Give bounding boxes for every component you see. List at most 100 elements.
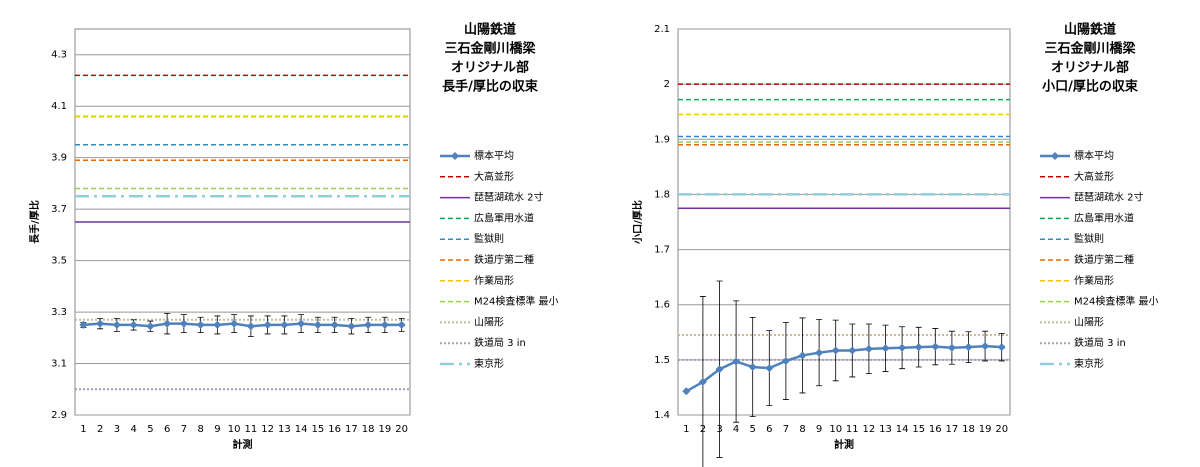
- point: [748, 363, 757, 372]
- legend-label: 監獄則: [1074, 232, 1104, 245]
- x-tick-label: 9: [816, 424, 822, 435]
- x-tick-label: 10: [228, 424, 241, 435]
- legend-label: 山陽形: [474, 316, 504, 328]
- point: [347, 322, 356, 331]
- x-tick-label: 8: [197, 424, 203, 435]
- point: [380, 320, 389, 329]
- legend-label: 鉄道庁第二種: [1074, 253, 1134, 266]
- legend-marker: [451, 152, 459, 160]
- x-tick-label: 15: [912, 424, 925, 435]
- legend-label: 東京形: [474, 357, 504, 370]
- x-tick-label: 16: [328, 424, 341, 435]
- x-tick-label: 5: [750, 424, 756, 435]
- x-tick-label: 13: [879, 424, 892, 435]
- point: [898, 343, 907, 352]
- x-tick-label: 7: [783, 424, 789, 435]
- point: [196, 320, 205, 329]
- point: [297, 319, 306, 328]
- point: [397, 320, 406, 329]
- legend-marker: [1051, 152, 1059, 160]
- point: [732, 357, 741, 366]
- point: [881, 344, 890, 353]
- point: [230, 319, 239, 328]
- x-axis-label: 計測: [834, 438, 854, 451]
- legend-label: M24検査標準 最小: [1074, 295, 1159, 308]
- chart-title: オリジナル部: [451, 60, 529, 76]
- chart-title: 三石金剛川橋梁: [444, 41, 536, 57]
- x-tick-label: 4: [130, 424, 136, 435]
- chart-title: 山陽鉄道: [1064, 22, 1116, 38]
- x-tick-label: 10: [829, 424, 842, 435]
- x-tick-label: 14: [896, 424, 909, 435]
- point: [364, 320, 373, 329]
- point: [263, 320, 272, 329]
- x-tick-label: 3: [114, 424, 120, 435]
- x-tick-label: 2: [97, 424, 103, 435]
- x-tick-label: 1: [683, 424, 689, 435]
- x-tick-label: 8: [799, 424, 805, 435]
- y-tick-label: 2.9: [51, 410, 67, 421]
- x-tick-label: 11: [846, 424, 859, 435]
- x-tick-label: 15: [312, 424, 325, 435]
- legend-label: 監獄則: [474, 232, 504, 245]
- point: [798, 351, 807, 360]
- point: [313, 320, 322, 329]
- point: [129, 320, 138, 329]
- point: [765, 364, 774, 373]
- point: [815, 348, 824, 357]
- point: [96, 319, 105, 328]
- point: [781, 356, 790, 365]
- point: [682, 387, 691, 396]
- y-tick-label: 2: [664, 79, 670, 90]
- y-tick-label: 1.4: [654, 410, 670, 421]
- x-tick-label: 18: [362, 424, 375, 435]
- point: [931, 342, 940, 351]
- chart-title: 山陽鉄道: [464, 22, 516, 38]
- series-line: [685, 344, 1002, 393]
- x-tick-label: 20: [995, 424, 1008, 435]
- legend-label: 鉄道局 3 in: [1074, 336, 1126, 349]
- chart-title: 小口/厚比の収束: [1042, 79, 1139, 95]
- x-tick-label: 16: [929, 424, 942, 435]
- x-tick-label: 1: [80, 424, 86, 435]
- legend-label: 大高並形: [474, 170, 514, 183]
- y-axis-label: 長手/厚比: [28, 200, 41, 244]
- legend-label: 標本平均: [1074, 149, 1114, 162]
- x-tick-label: 11: [245, 424, 258, 435]
- y-axis-label: 小口/厚比: [631, 200, 644, 245]
- plot-frame: [677, 28, 1011, 416]
- legend-label: 鉄道庁第二種: [474, 253, 534, 266]
- point: [981, 342, 990, 351]
- y-tick-label: 3.5: [51, 256, 67, 267]
- y-tick-label: 1.7: [654, 245, 670, 256]
- point: [213, 320, 222, 329]
- point: [330, 320, 339, 329]
- point: [848, 346, 857, 355]
- x-tick-label: 14: [295, 424, 308, 435]
- point: [864, 344, 873, 353]
- point: [698, 377, 707, 386]
- legend-label: 東京形: [1074, 357, 1104, 370]
- y-tick-label: 3.7: [51, 204, 67, 215]
- x-tick-label: 5: [147, 424, 153, 435]
- x-tick-label: 7: [181, 424, 187, 435]
- x-tick-label: 19: [379, 424, 392, 435]
- legend-label: 作業局形: [1074, 274, 1114, 287]
- y-tick-label: 1.6: [654, 300, 670, 311]
- point: [112, 320, 121, 329]
- point: [914, 343, 923, 352]
- y-tick-label: 3.3: [51, 307, 67, 318]
- point: [179, 319, 188, 328]
- legend-label: 標本平均: [474, 149, 514, 162]
- x-tick-label: 12: [261, 424, 274, 435]
- legend-label: 琵琶湖疏水 2寸: [474, 191, 544, 204]
- y-tick-label: 1.9: [654, 134, 670, 145]
- y-tick-label: 1.8: [654, 189, 670, 200]
- legend-label: 山陽形: [1074, 316, 1104, 328]
- chart-title: オリジナル部: [1051, 60, 1129, 76]
- x-tick-label: 13: [278, 424, 291, 435]
- y-tick-label: 2.1: [654, 24, 670, 35]
- point: [997, 343, 1006, 352]
- x-tick-label: 4: [733, 424, 739, 435]
